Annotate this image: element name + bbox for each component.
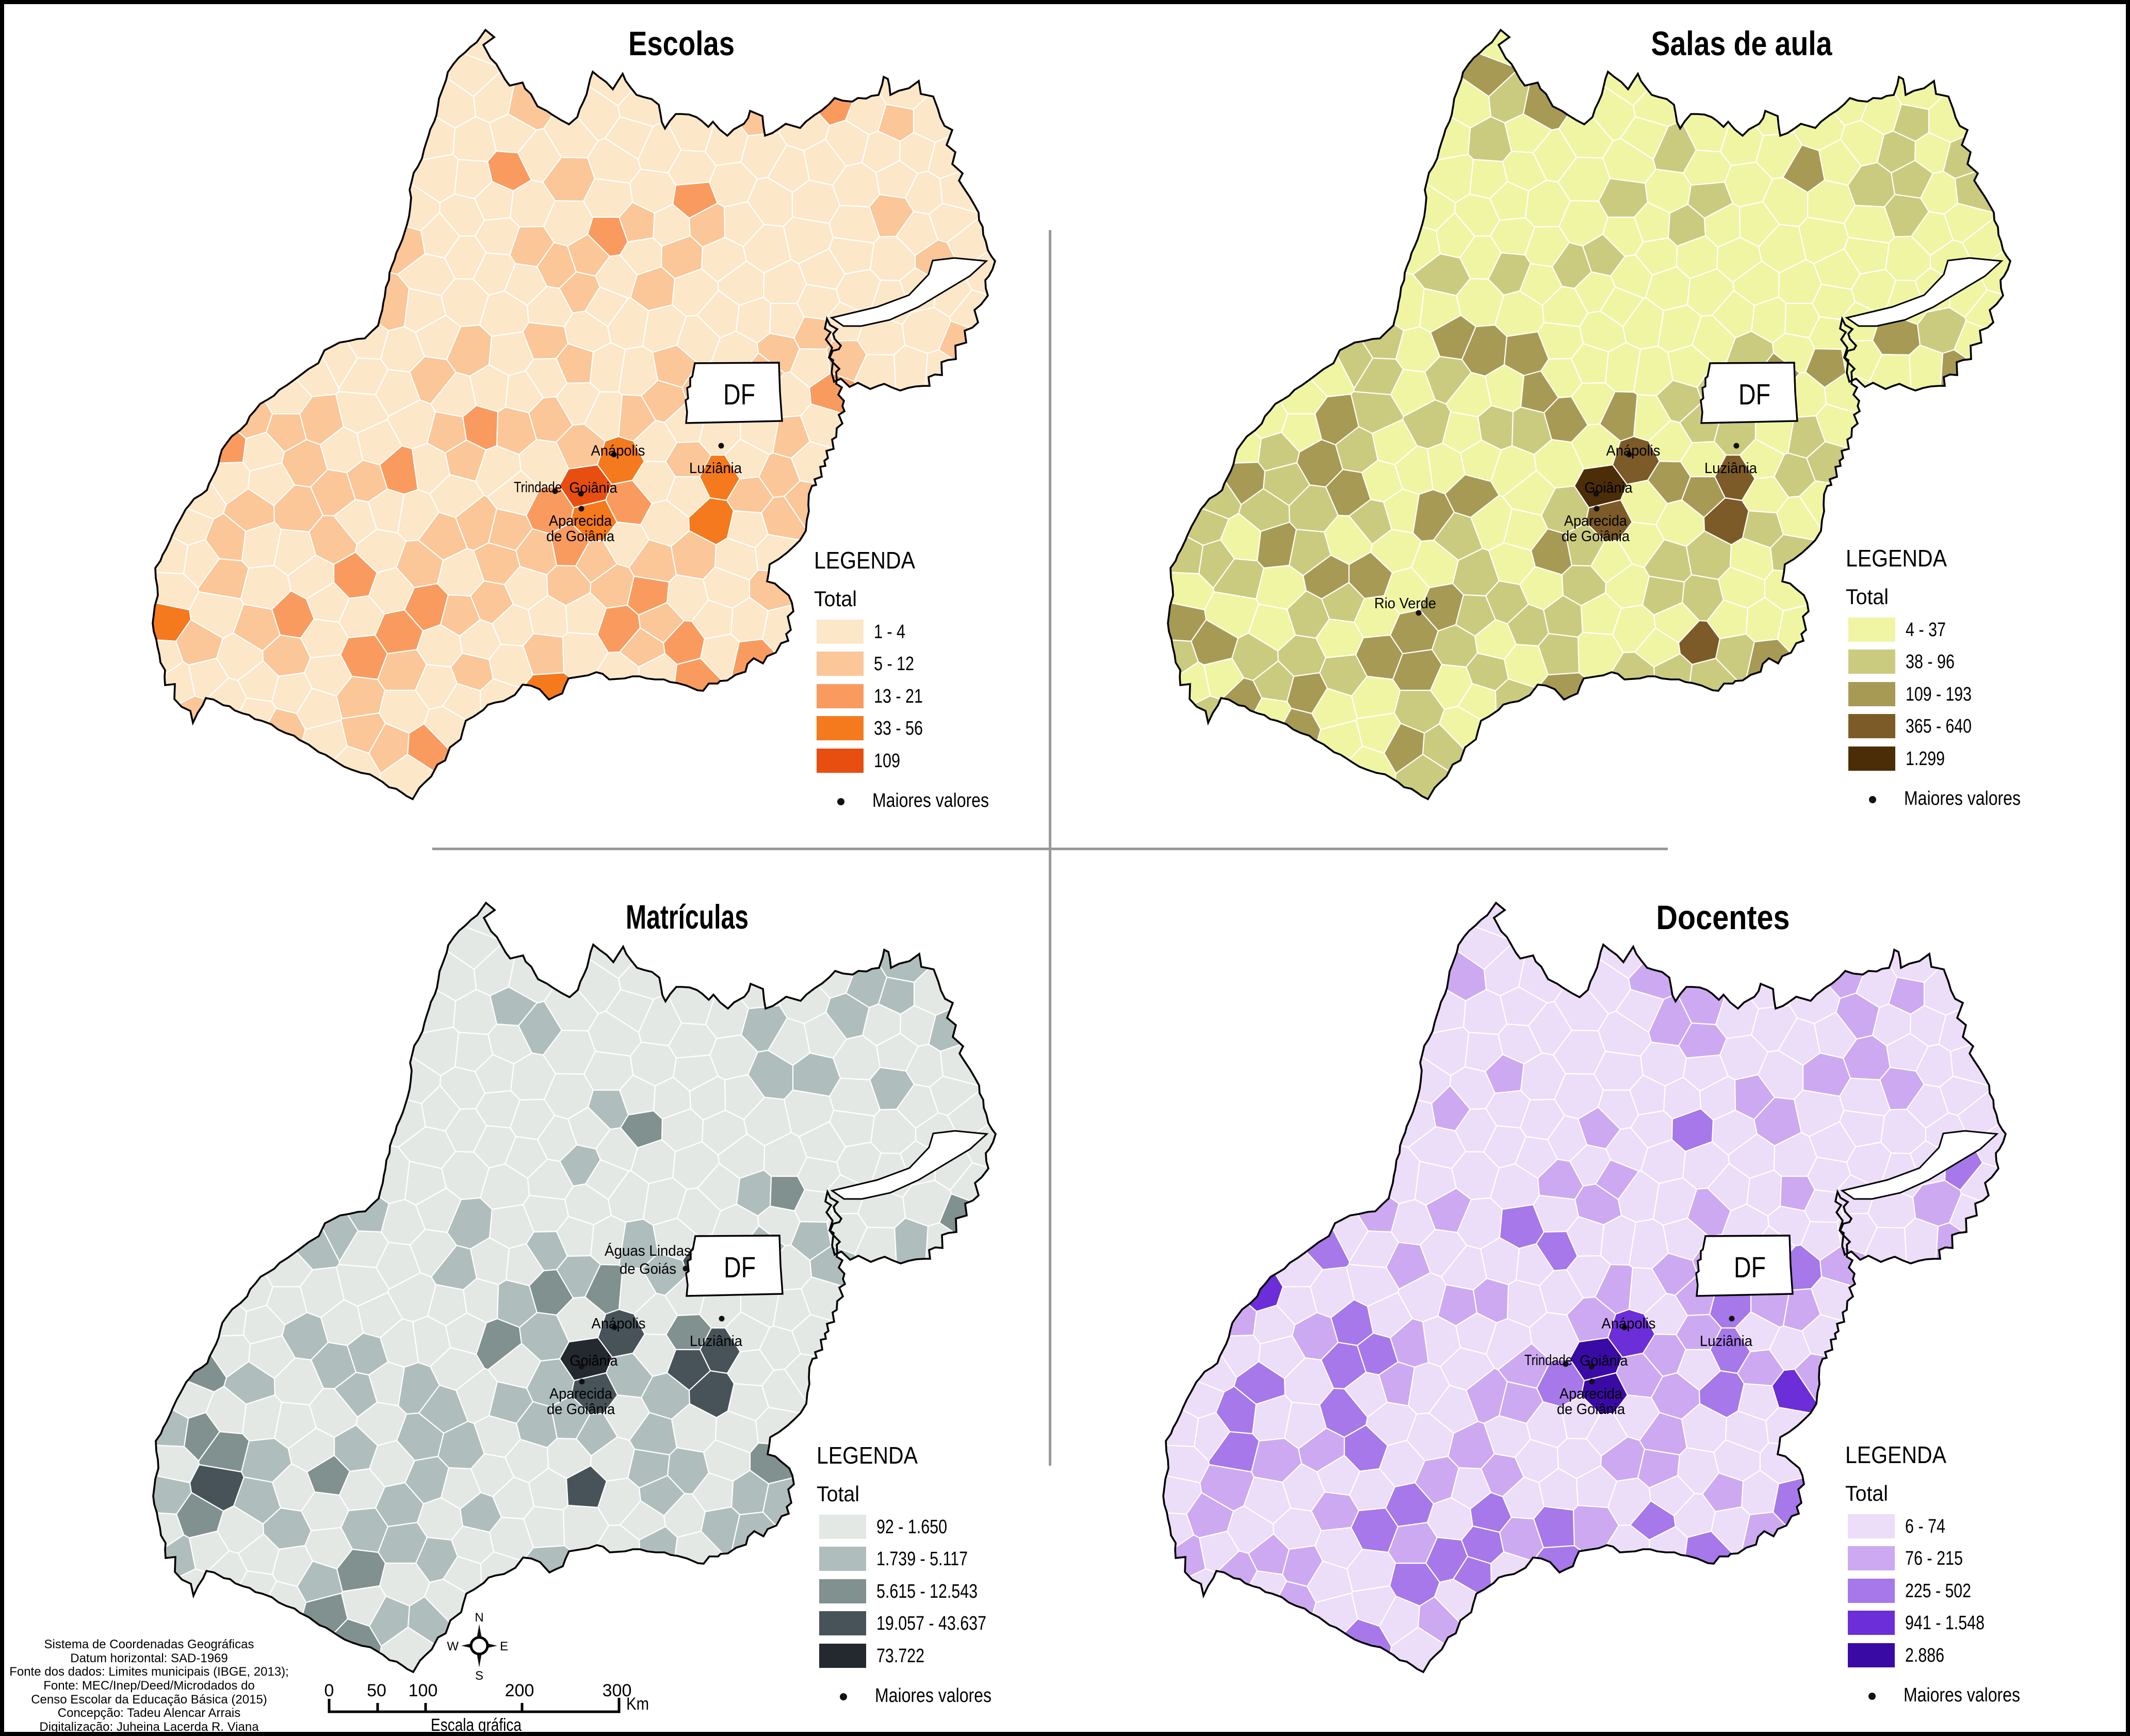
svg-text:Datum horizontal: SAD-1969: Datum horizontal: SAD-1969 [70,1651,227,1665]
svg-text:33 - 56: 33 - 56 [874,718,923,739]
svg-text:73.722: 73.722 [876,1645,924,1667]
svg-text:DF: DF [1734,1251,1766,1284]
svg-text:5.615 - 12.543: 5.615 - 12.543 [876,1581,978,1602]
svg-text:Trindade: Trindade [514,479,562,496]
svg-text:Concepção: Tadeu Alencar Arrai: Concepção: Tadeu Alencar Arrais [58,1706,240,1720]
svg-text:Goiânia: Goiânia [570,480,618,496]
svg-text:5 - 12: 5 - 12 [874,653,914,675]
svg-text:Luziânia: Luziânia [689,460,742,477]
svg-text:Goiânia: Goiânia [1580,1353,1629,1369]
svg-text:92 - 1.650: 92 - 1.650 [876,1516,947,1538]
svg-text:DF: DF [724,1251,756,1284]
svg-text:941 - 1.548: 941 - 1.548 [1905,1612,1985,1634]
svg-text:de Goiás: de Goiás [620,1261,676,1277]
svg-text:LEGENDA: LEGENDA [814,547,915,574]
svg-text:100: 100 [409,1681,438,1700]
svg-text:Anápolis: Anápolis [1606,443,1661,459]
svg-text:Anápolis: Anápolis [591,443,645,459]
svg-text:W: W [447,1640,459,1653]
svg-text:de Goiânia: de Goiânia [547,1401,615,1418]
svg-text:de Goiânia: de Goiânia [1562,528,1630,545]
svg-text:Goiânia: Goiânia [570,1353,619,1369]
svg-text:1.299: 1.299 [1906,748,1945,770]
svg-text:Total: Total [814,587,857,611]
svg-text:Total: Total [817,1482,859,1506]
svg-text:Docentes: Docentes [1656,898,1790,936]
svg-text:Fonte dos dados: Limites munic: Fonte dos dados: Limites municipais (IBG… [9,1665,289,1679]
svg-text:LEGENDA: LEGENDA [817,1442,918,1469]
svg-text:19.057 - 43.637: 19.057 - 43.637 [876,1613,986,1634]
svg-text:Trindade: Trindade [1524,1352,1572,1369]
svg-text:6 - 74: 6 - 74 [1905,1516,1945,1537]
svg-text:Aparecida: Aparecida [549,513,612,529]
svg-text:de Goiânia: de Goiânia [1557,1401,1625,1418]
svg-text:Total: Total [1845,1481,1888,1505]
svg-text:S: S [475,1669,483,1683]
svg-text:225 - 502: 225 - 502 [1905,1580,1971,1602]
svg-text:Salas de aula: Salas de aula [1651,24,1833,62]
svg-text:Maiores valores: Maiores valores [1904,788,2021,809]
svg-text:300: 300 [603,1681,632,1700]
svg-text:Matrículas: Matrículas [626,898,749,936]
svg-text:0: 0 [324,1681,334,1700]
svg-text:365 - 640: 365 - 640 [1906,716,1972,737]
svg-text:LEGENDA: LEGENDA [1846,545,1947,572]
svg-text:Luziânia: Luziânia [1704,460,1758,477]
svg-text:Sistema de Coordenadas Geográf: Sistema de Coordenadas Geográficas [44,1637,254,1651]
svg-text:Km: Km [626,1694,649,1714]
svg-text:109 - 193: 109 - 193 [1906,684,1972,705]
svg-text:76 - 215: 76 - 215 [1905,1548,1963,1569]
svg-text:1.739 - 5.117: 1.739 - 5.117 [876,1548,968,1570]
svg-text:Rio Verde: Rio Verde [1374,595,1436,612]
svg-text:DF: DF [723,378,755,411]
svg-text:Luziânia: Luziânia [1700,1333,1753,1350]
svg-text:Censo Escolar da Educação Bási: Censo Escolar da Educação Básica (2015) [31,1693,267,1707]
svg-text:Anápolis: Anápolis [1602,1316,1656,1332]
svg-text:109: 109 [874,750,900,772]
svg-text:2.886: 2.886 [1905,1645,1944,1666]
svg-text:Aparecida: Aparecida [1559,1386,1623,1402]
svg-text:Águas Lindas: Águas Lindas [605,1242,691,1259]
svg-text:DF: DF [1738,378,1770,411]
svg-text:1 - 4: 1 - 4 [874,621,905,643]
svg-text:Maiores valores: Maiores valores [875,1685,991,1707]
svg-text:E: E [500,1640,508,1653]
svg-text:200: 200 [505,1681,534,1700]
svg-text:4 - 37: 4 - 37 [1906,619,1946,641]
svg-text:Aparecida: Aparecida [549,1386,613,1402]
svg-text:50: 50 [367,1681,386,1700]
svg-text:Escolas: Escolas [628,24,735,62]
svg-text:de Goiânia: de Goiânia [546,528,615,545]
svg-text:Fonte: MEC/Inep/Deed/Microdado: Fonte: MEC/Inep/Deed/Microdados do [43,1679,255,1693]
svg-text:38 - 96: 38 - 96 [1906,651,1955,673]
svg-text:Goiânia: Goiânia [1585,480,1633,496]
svg-text:N: N [475,1611,483,1625]
svg-text:Total: Total [1846,585,1889,609]
svg-text:LEGENDA: LEGENDA [1845,1441,1946,1468]
svg-text:Escala gráfica: Escala gráfica [431,1715,522,1735]
svg-text:Digitalização: Juheina Lacerda: Digitalização: Juheina Lacerda R. Viana [39,1720,259,1734]
svg-text:Anápolis: Anápolis [592,1316,646,1332]
svg-text:Maiores valores: Maiores valores [872,790,989,812]
svg-text:Luziânia: Luziânia [690,1333,743,1350]
svg-text:Aparecida: Aparecida [1564,513,1628,529]
svg-text:Maiores valores: Maiores valores [1904,1684,2020,1706]
svg-text:13 - 21: 13 - 21 [874,686,923,707]
